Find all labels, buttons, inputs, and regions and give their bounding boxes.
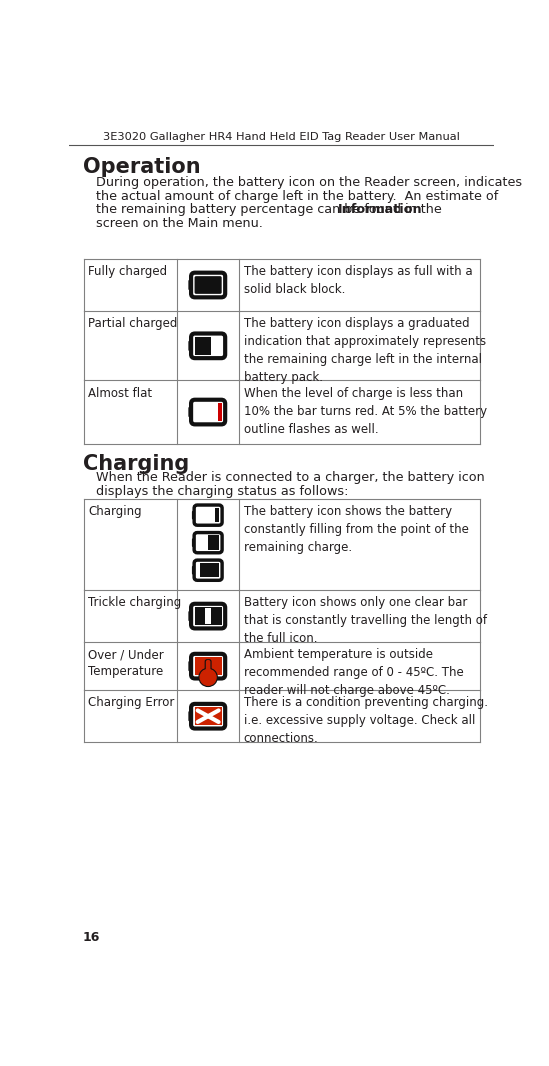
Text: the actual amount of charge left in the battery.  An estimate of: the actual amount of charge left in the …	[96, 190, 498, 203]
Text: Trickle charging: Trickle charging	[88, 596, 181, 609]
FancyBboxPatch shape	[188, 661, 192, 672]
Text: The battery icon displays a graduated
indication that approximately represents
t: The battery icon displays a graduated in…	[244, 318, 486, 385]
Bar	[205, 608, 211, 625]
FancyBboxPatch shape	[194, 533, 222, 553]
FancyBboxPatch shape	[192, 566, 195, 575]
Text: There is a condition preventing charging.
i.e. excessive supply voltage. Check a: There is a condition preventing charging…	[244, 696, 488, 745]
Text: During operation, the battery icon on the Reader screen, indicates: During operation, the battery icon on th…	[96, 176, 522, 189]
Bar	[194, 337, 211, 355]
Bar	[215, 507, 219, 522]
Bar	[194, 658, 222, 675]
FancyBboxPatch shape	[194, 276, 222, 294]
FancyBboxPatch shape	[188, 711, 192, 722]
Text: Operation: Operation	[82, 157, 200, 177]
Text: When the Reader is connected to a charger, the battery icon: When the Reader is connected to a charge…	[96, 471, 485, 484]
Text: displays the charging status as follows:: displays the charging status as follows:	[96, 485, 348, 498]
Circle shape	[200, 669, 216, 685]
Text: Charging Error: Charging Error	[88, 696, 175, 709]
Text: screen on the Main menu.: screen on the Main menu.	[96, 217, 262, 230]
FancyBboxPatch shape	[191, 400, 225, 424]
Text: Fully charged: Fully charged	[88, 265, 167, 278]
Text: 16: 16	[82, 932, 100, 944]
Text: the remaining battery percentage can be found in the: the remaining battery percentage can be …	[96, 204, 445, 216]
Text: Almost flat: Almost flat	[88, 387, 152, 400]
Text: The battery icon displays as full with a
solid black block.: The battery icon displays as full with a…	[244, 265, 472, 296]
Bar	[194, 608, 222, 625]
Text: Charging: Charging	[82, 454, 189, 474]
Text: The battery icon shows the battery
constantly filling from the point of the
rema: The battery icon shows the battery const…	[244, 505, 469, 554]
FancyBboxPatch shape	[188, 279, 192, 290]
Text: Over / Under
Temperature: Over / Under Temperature	[88, 648, 164, 678]
FancyBboxPatch shape	[191, 704, 225, 728]
FancyBboxPatch shape	[192, 511, 195, 519]
Text: Battery icon shows only one clear bar
that is constantly travelling the length o: Battery icon shows only one clear bar th…	[244, 596, 487, 645]
Circle shape	[199, 668, 217, 687]
Text: Ambient temperature is outside
recommended range of 0 - 45ºC. The
reader will no: Ambient temperature is outside recommend…	[244, 648, 463, 697]
FancyBboxPatch shape	[188, 406, 192, 418]
Bar	[194, 708, 222, 725]
Bar	[218, 403, 222, 421]
Bar	[200, 563, 219, 578]
Bar	[208, 535, 219, 550]
FancyBboxPatch shape	[188, 611, 192, 621]
FancyBboxPatch shape	[194, 505, 222, 526]
FancyBboxPatch shape	[191, 273, 225, 297]
FancyBboxPatch shape	[206, 660, 210, 674]
Text: Charging: Charging	[88, 505, 142, 518]
Text: When the level of charge is less than
10% the bar turns red. At 5% the battery
o: When the level of charge is less than 10…	[244, 387, 487, 436]
FancyBboxPatch shape	[191, 653, 225, 678]
Text: Partial charged: Partial charged	[88, 318, 177, 330]
FancyBboxPatch shape	[194, 560, 222, 580]
FancyBboxPatch shape	[205, 659, 211, 674]
FancyBboxPatch shape	[192, 538, 195, 547]
Text: Information: Information	[338, 204, 423, 216]
FancyBboxPatch shape	[191, 334, 225, 358]
Text: 3E3020 Gallagher HR4 Hand Held EID Tag Reader User Manual: 3E3020 Gallagher HR4 Hand Held EID Tag R…	[103, 132, 460, 142]
FancyBboxPatch shape	[191, 603, 225, 629]
FancyBboxPatch shape	[188, 340, 192, 351]
